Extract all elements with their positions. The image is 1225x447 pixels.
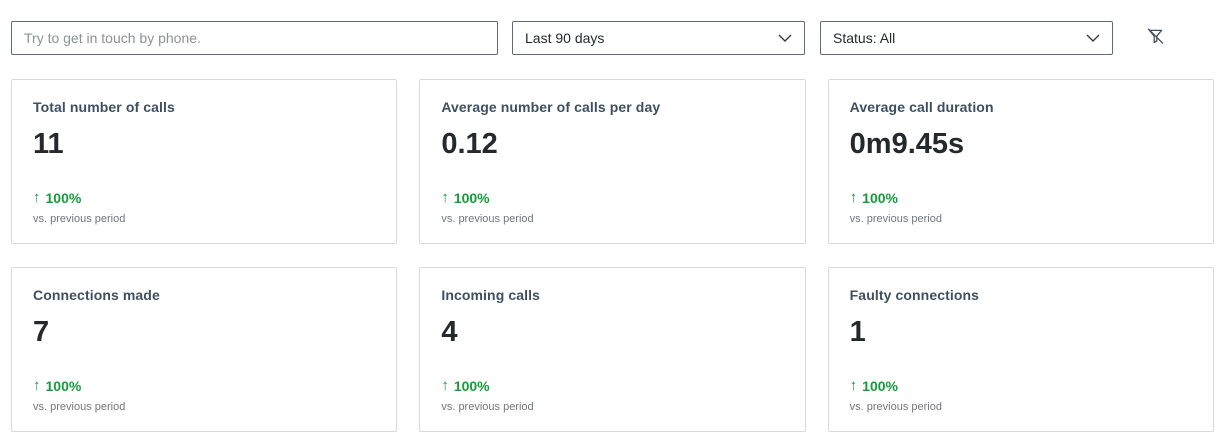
change-percent: 100% [862, 377, 898, 394]
card-value: 1 [849, 316, 866, 348]
chevron-down-icon [1086, 34, 1100, 42]
card-change: ↑ 100% [850, 189, 1192, 206]
card-title: Average call duration [849, 99, 994, 115]
card-note: vs. previous period [33, 213, 126, 225]
arrow-up-icon: ↑ [441, 189, 449, 206]
call-statistics-page: Last 90 days Status: All Total number of… [11, 21, 1214, 432]
status-dropdown[interactable]: Status: All [820, 21, 1113, 55]
card-incoming-calls: Incoming calls 4 ↑ 100% vs. previous per… [419, 267, 806, 432]
card-note: vs. previous period [33, 401, 126, 413]
clear-filters-button[interactable] [1141, 22, 1170, 54]
card-change: ↑ 100% [33, 377, 375, 394]
chevron-down-icon [778, 34, 792, 42]
filter-off-icon [1145, 26, 1166, 50]
card-total-calls: Total number of calls 11 ↑ 100% vs. prev… [11, 79, 398, 244]
arrow-up-icon: ↑ [849, 377, 858, 394]
card-title: Faulty connections [849, 287, 980, 303]
search-input[interactable] [11, 21, 498, 55]
change-percent: 100% [453, 189, 490, 206]
arrow-up-icon: ↑ [33, 189, 41, 206]
status-value: Status: All [833, 30, 896, 46]
card-note: vs. previous period [441, 213, 534, 225]
card-value: 4 [441, 316, 458, 348]
card-change: ↑ 100% [850, 377, 1192, 394]
date-range-value: Last 90 days [525, 30, 605, 46]
card-value: 0m9.45s [849, 128, 965, 160]
date-range-dropdown[interactable]: Last 90 days [512, 21, 805, 55]
change-percent: 100% [45, 189, 82, 206]
card-note: vs. previous period [441, 401, 534, 413]
change-percent: 100% [453, 377, 490, 394]
card-note: vs. previous period [849, 213, 942, 225]
card-title: Incoming calls [441, 287, 540, 303]
card-value: 7 [33, 316, 50, 348]
card-avg-call-duration: Average call duration 0m9.45s ↑ 100% vs.… [827, 79, 1214, 244]
arrow-up-icon: ↑ [849, 189, 858, 206]
card-title: Average number of calls per day [441, 99, 661, 115]
card-faulty-connections: Faulty connections 1 ↑ 100% vs. previous… [827, 267, 1214, 432]
change-percent: 100% [862, 189, 898, 206]
card-change: ↑ 100% [33, 189, 375, 206]
card-value: 11 [33, 128, 64, 160]
card-title: Connections made [33, 287, 160, 303]
card-note: vs. previous period [849, 401, 942, 413]
card-change: ↑ 100% [441, 189, 783, 206]
card-title: Total number of calls [33, 99, 175, 115]
filters-toolbar: Last 90 days Status: All [11, 21, 1214, 55]
change-percent: 100% [45, 377, 82, 394]
card-change: ↑ 100% [441, 377, 783, 394]
arrow-up-icon: ↑ [441, 377, 449, 394]
card-connections-made: Connections made 7 ↑ 100% vs. previous p… [11, 267, 398, 432]
card-avg-calls-per-day: Average number of calls per day 0.12 ↑ 1… [419, 79, 806, 244]
card-value: 0.12 [441, 128, 498, 160]
stats-card-grid: Total number of calls 11 ↑ 100% vs. prev… [11, 79, 1214, 432]
arrow-up-icon: ↑ [33, 377, 41, 394]
